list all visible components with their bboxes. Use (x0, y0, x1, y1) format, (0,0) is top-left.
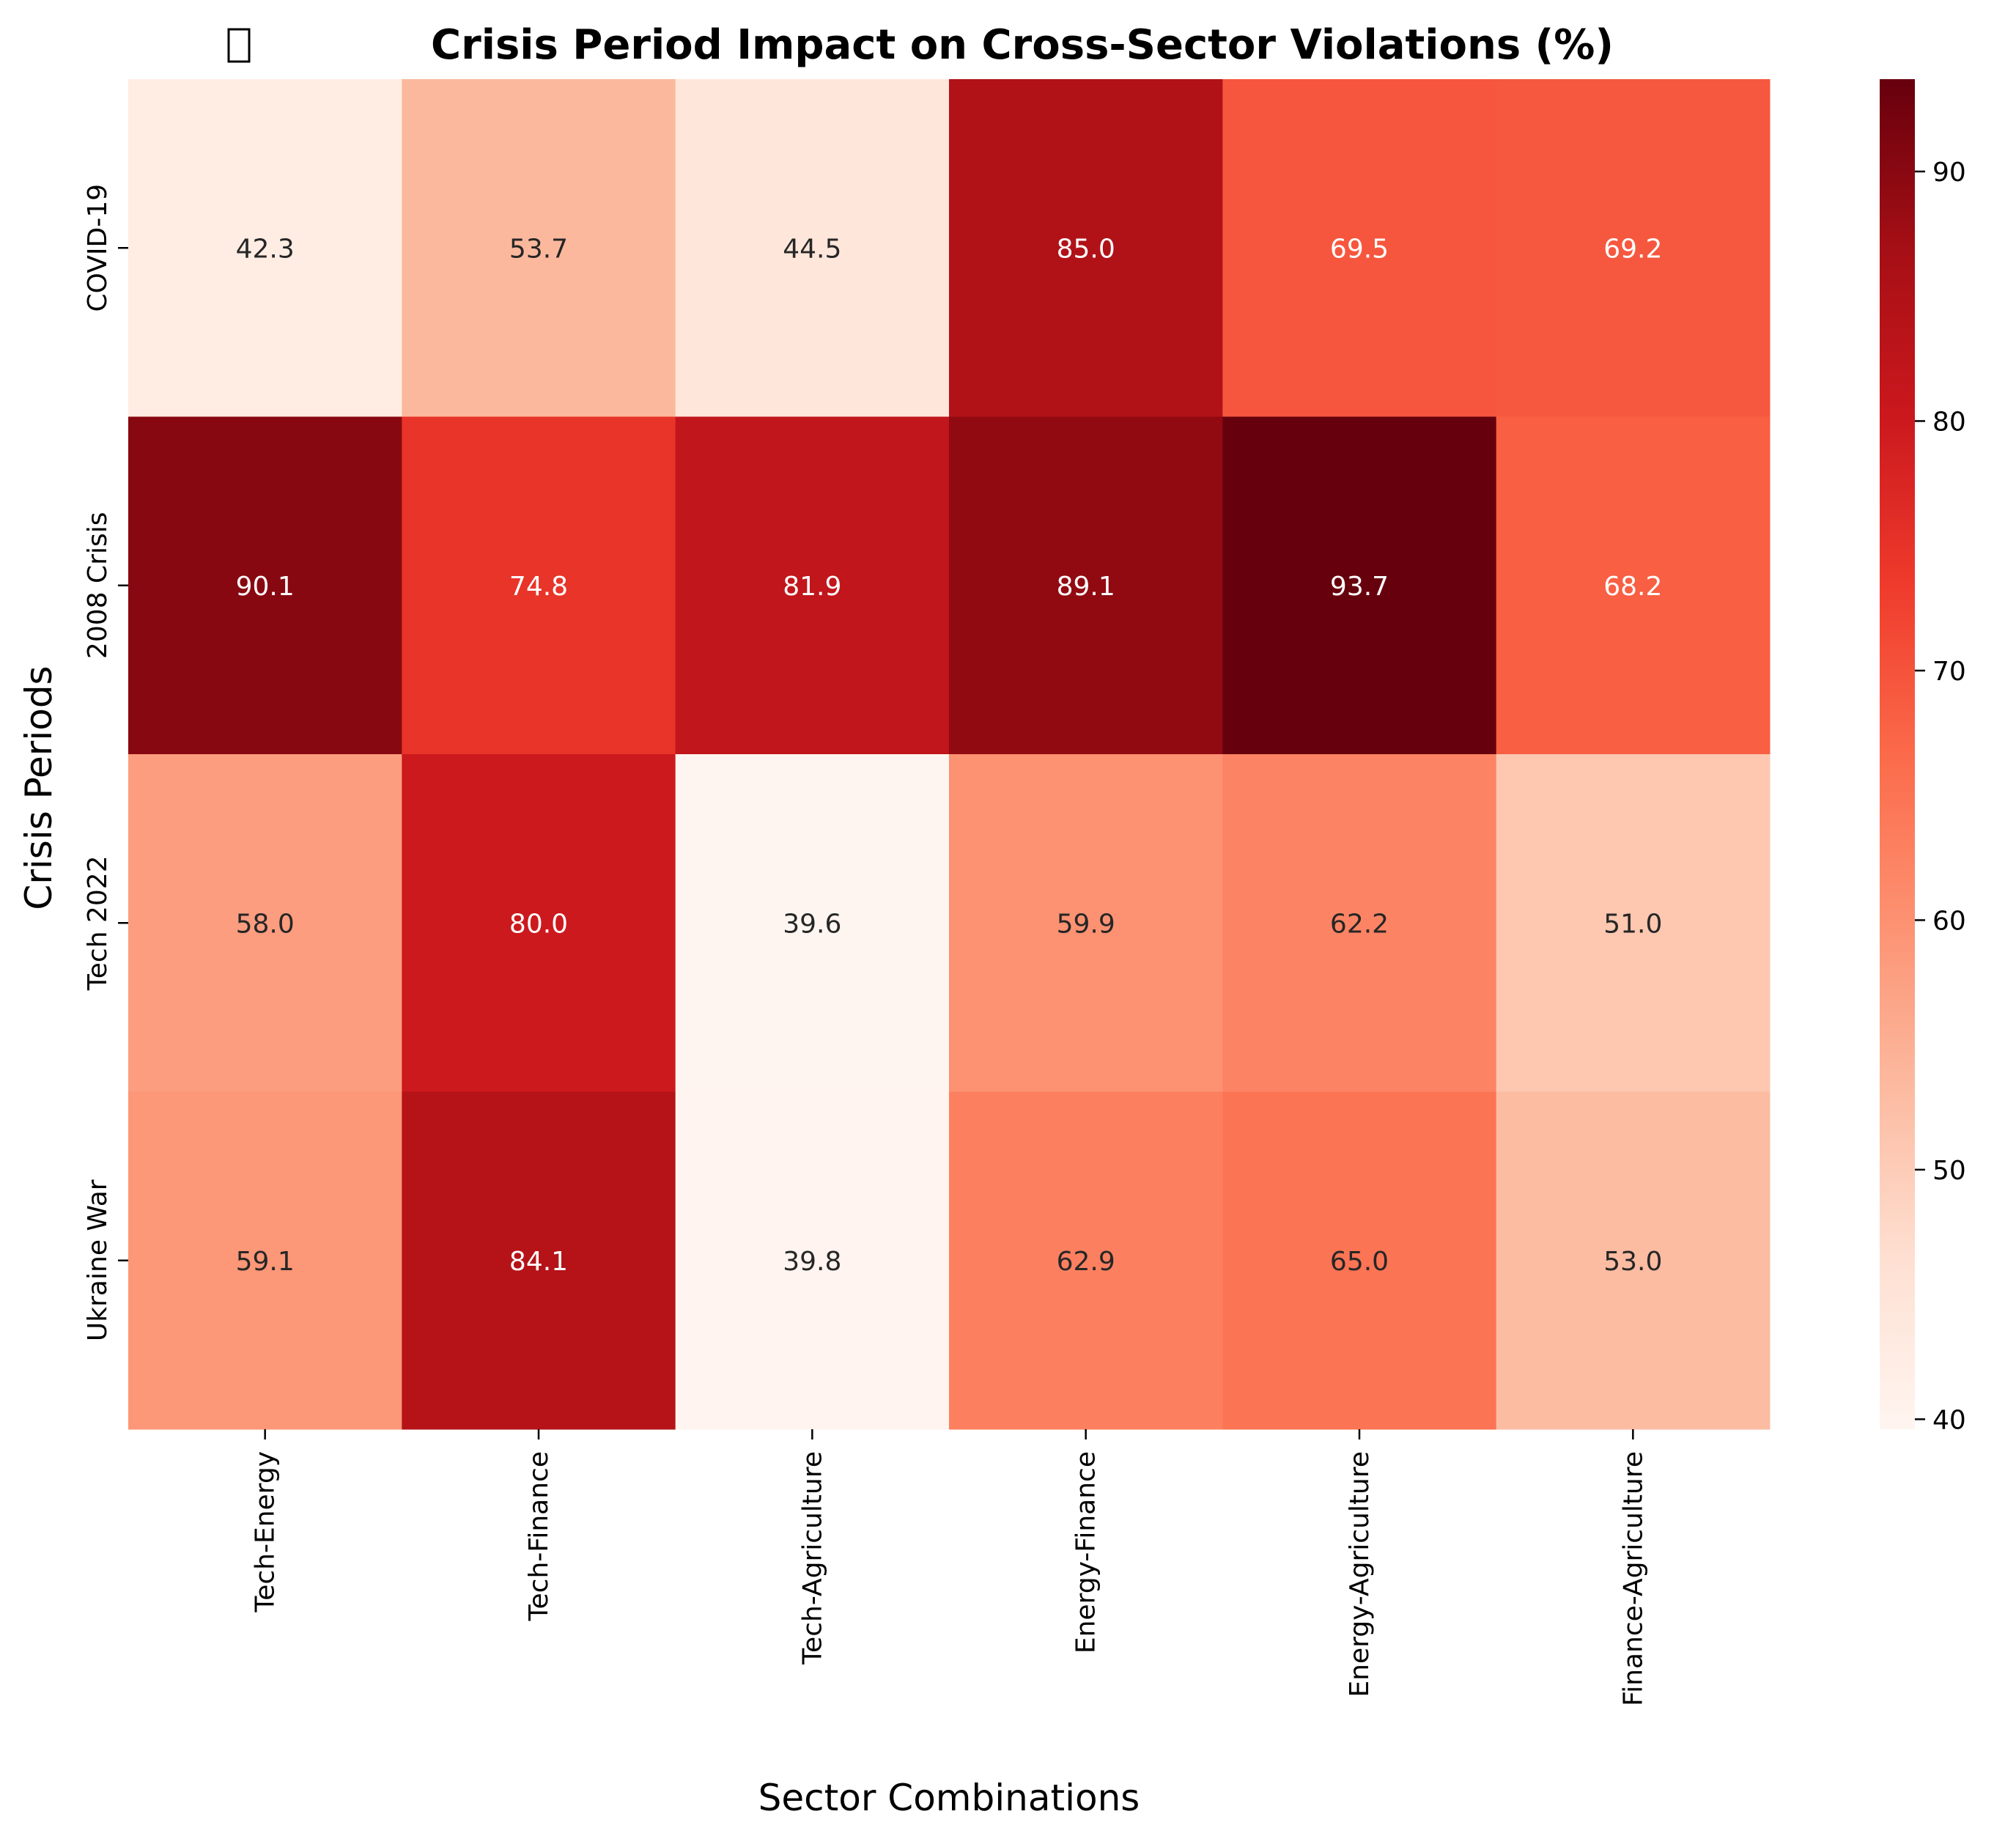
colorbar (1880, 79, 1915, 1429)
heatmap-cell (949, 416, 1223, 755)
heatmap-cell-value: 69.2 (1603, 234, 1662, 264)
chart-title: Crisis Period Impact on Cross-Sector Vio… (227, 21, 1614, 69)
x-tick-label: Finance-Agriculture (1618, 1451, 1648, 1706)
colorbar-tick-label: 40 (1932, 1405, 1966, 1435)
heatmap-cell-value: 58.0 (236, 909, 295, 939)
heatmap-cell (402, 79, 676, 417)
heatmap-cell-value: 59.1 (236, 1247, 295, 1277)
heatmap-cell-value: 65.0 (1330, 1247, 1389, 1277)
heatmap-cell-value: 39.6 (783, 909, 841, 939)
colorbar-ticks: 40 50 60 70 80 90 (1915, 158, 1966, 1435)
y-axis-ticks: COVID-19 2008 Crisis Tech 2022 Ukraine War (83, 184, 128, 1341)
colorbar-tick-label: 70 (1932, 657, 1966, 687)
heatmap-cell (402, 416, 676, 755)
heatmap-cell (949, 79, 1223, 417)
heatmap-cell (402, 754, 676, 1092)
colorbar-tick-label: 60 (1932, 906, 1966, 936)
heatmap-cell-value: 89.1 (1057, 572, 1115, 602)
heatmap-cell-value: 44.5 (783, 234, 841, 264)
heatmap-cell-value: 85.0 (1057, 234, 1115, 264)
heatmap-cell (1496, 1091, 1771, 1430)
heatmap-cell-value: 68.2 (1603, 572, 1662, 602)
heatmap-cell (1496, 416, 1771, 755)
heatmap-cell-value: 59.9 (1057, 909, 1115, 939)
heatmap-cell (1222, 1091, 1497, 1430)
heatmap-cell (949, 1091, 1223, 1430)
heatmap-cell-labels: 42.3 53.7 44.5 85.0 69.5 69.2 90.1 74.8 81.9 89.1… (236, 234, 1663, 1277)
heatmap-cell (675, 754, 950, 1092)
x-axis-label: Sector Combinations (758, 1777, 1140, 1819)
chart-title-text: Crisis Period Impact on Cross-Sector Vio… (431, 21, 1614, 69)
heatmap-cell (128, 79, 402, 417)
heatmap-cell-value: 53.7 (509, 234, 568, 264)
heatmap-cell (1496, 79, 1771, 417)
y-tick-label: Tech 2022 (83, 855, 113, 991)
heatmap-cell (1496, 754, 1771, 1092)
x-tick-label: Tech-Finance (524, 1451, 554, 1621)
heatmap-cell (1222, 416, 1497, 755)
heatmap-cell-value: 74.8 (509, 572, 568, 602)
heatmap-cells (128, 79, 1771, 1430)
heatmap-cell-value: 80.0 (509, 909, 568, 939)
heatmap-cell-value: 62.9 (1057, 1247, 1115, 1277)
heatmap-cell-value: 93.7 (1330, 572, 1389, 602)
heatmap-cell-value: 81.9 (783, 572, 841, 602)
heatmap-cell (128, 754, 402, 1092)
heatmap-cell (949, 754, 1223, 1092)
colorbar-tick-label: 90 (1932, 158, 1966, 188)
heatmap-cell (128, 1091, 402, 1430)
y-axis-label: Crisis Periods (18, 666, 60, 910)
heatmap-cell-value: 84.1 (509, 1247, 568, 1277)
colorbar-tick-label: 50 (1932, 1156, 1966, 1186)
colorbar-tick-label: 80 (1932, 407, 1966, 437)
y-tick-label: COVID-19 (83, 184, 113, 312)
x-tick-label: Tech-Agriculture (797, 1451, 827, 1665)
heatmap-cell-value: 69.5 (1330, 234, 1389, 264)
heatmap-cell-value: 42.3 (236, 234, 295, 264)
heatmap-cell-value: 39.8 (783, 1247, 841, 1277)
x-tick-label: Tech-Energy (251, 1451, 281, 1613)
heatmap-cell (402, 1091, 676, 1430)
x-tick-label: Energy-Agriculture (1345, 1451, 1375, 1697)
heatmap-cell-value: 51.0 (1603, 909, 1662, 939)
heatmap-cell-value: 62.2 (1330, 909, 1389, 939)
y-tick-label: 2008 Crisis (83, 512, 113, 659)
heatmap-cell (1222, 754, 1497, 1092)
heatmap-cell (675, 1091, 950, 1430)
y-tick-label: Ukraine War (83, 1179, 113, 1341)
x-tick-label: Energy-Finance (1071, 1451, 1101, 1653)
heatmap-cell-value: 90.1 (236, 572, 295, 602)
x-axis-ticks: Tech-Energy Tech-Finance Tech-Agriculture E… (251, 1429, 1648, 1706)
heatmap-cell (128, 416, 402, 755)
heatmap-cell (675, 416, 950, 755)
heatmap-cell (1222, 79, 1497, 417)
title-missing-glyph-icon (227, 28, 251, 63)
heatmap-cell (675, 79, 950, 417)
heatmap-cell-value: 53.0 (1603, 1247, 1662, 1277)
